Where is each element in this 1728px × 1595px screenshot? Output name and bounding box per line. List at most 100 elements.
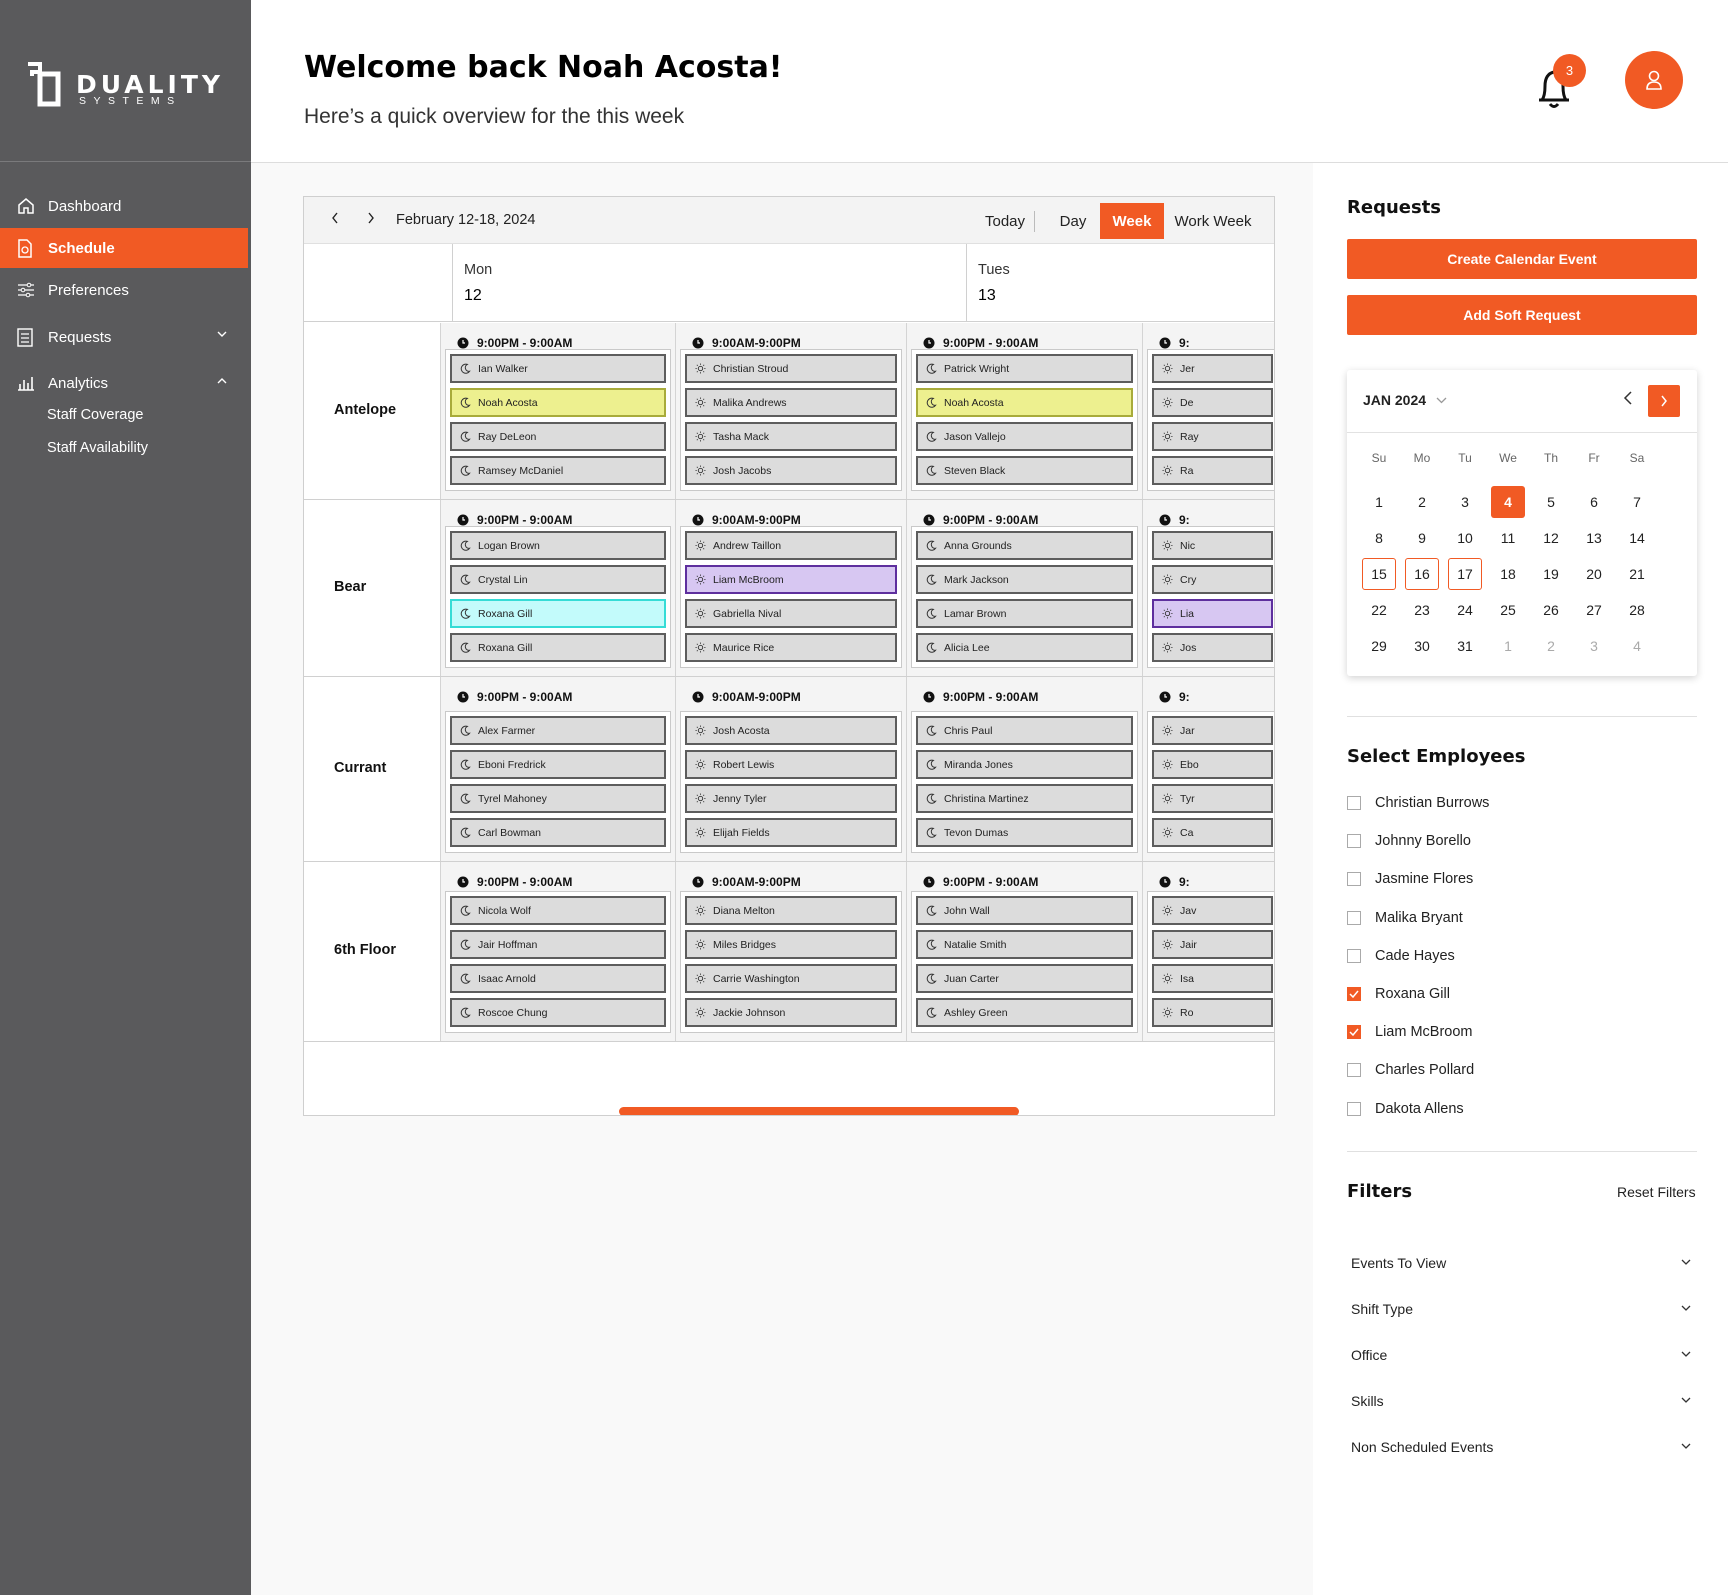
staff-assignment[interactable]: Ray DeLeon [450,422,666,451]
staff-assignment[interactable]: Liam McBroom [685,565,897,594]
calendar-day[interactable]: 11 [1500,530,1516,546]
staff-assignment[interactable]: Tasha Mack [685,422,897,451]
calendar-day[interactable]: 20 [1586,566,1602,582]
staff-assignment[interactable]: Jair Hoffman [450,930,666,959]
staff-assignment[interactable]: Ra [1152,456,1273,485]
calendar-day[interactable]: 24 [1457,602,1473,618]
calendar-day[interactable]: 30 [1414,638,1430,654]
calendar-day[interactable]: 13 [1586,530,1602,546]
calendar-day[interactable]: 2 [1547,638,1555,654]
staff-assignment[interactable]: Alex Farmer [450,716,666,745]
staff-assignment[interactable]: Eboni Fredrick [450,750,666,779]
staff-assignment[interactable]: Jav [1152,896,1273,925]
filter-dropdown[interactable]: Events To View [1351,1255,1691,1271]
staff-assignment[interactable]: Crystal Lin [450,565,666,594]
employee-checkbox-row[interactable]: Charles Pollard [1347,1062,1474,1078]
staff-assignment[interactable]: Chris Paul [916,716,1133,745]
employee-checkbox[interactable] [1347,910,1361,925]
logo[interactable]: DUALITY SYSTEMS [0,0,251,162]
horizontal-scrollbar[interactable] [619,1107,1019,1115]
staff-assignment[interactable]: Jair [1152,930,1273,959]
filter-dropdown[interactable]: Office [1351,1347,1691,1363]
calendar-day[interactable]: 19 [1543,566,1559,582]
calendar-day[interactable]: 3 [1461,494,1469,510]
nav-sub-staff-availability[interactable]: Staff Availability [47,440,149,456]
staff-assignment[interactable]: Jackie Johnson [685,998,897,1027]
staff-assignment[interactable]: Gabriella Nival [685,599,897,628]
employee-checkbox[interactable] [1347,834,1361,849]
filter-dropdown[interactable]: Non Scheduled Events [1351,1439,1691,1455]
calendar-day[interactable]: 1 [1504,638,1512,654]
staff-assignment[interactable]: Ramsey McDaniel [450,456,666,485]
staff-assignment[interactable]: Alicia Lee [916,633,1133,662]
calendar-day[interactable]: 31 [1457,638,1473,654]
chevron-down-icon[interactable] [217,331,227,338]
staff-assignment[interactable]: Josh Jacobs [685,456,897,485]
staff-assignment[interactable]: Josh Acosta [685,716,897,745]
calendar-day[interactable]: 4 [1491,486,1525,518]
calendar-day[interactable]: 4 [1633,638,1641,654]
chevron-right-icon[interactable] [367,212,375,224]
calendar-day[interactable]: 29 [1371,638,1387,654]
staff-assignment[interactable]: Andrew Taillon [685,531,897,560]
employee-checkbox-row[interactable]: Christian Burrows [1347,795,1489,811]
calendar-day[interactable]: 18 [1500,566,1516,582]
staff-assignment[interactable]: Lamar Brown [916,599,1133,628]
chevron-up-icon[interactable] [217,377,227,384]
employee-checkbox-row[interactable]: Jasmine Flores [1347,871,1473,887]
next-month-button[interactable] [1648,385,1680,417]
nav-item-dashboard[interactable]: Dashboard [0,186,251,226]
staff-assignment[interactable]: Isa [1152,964,1273,993]
nav-item-analytics[interactable]: Analytics [0,363,251,403]
staff-assignment[interactable]: Roscoe Chung [450,998,666,1027]
employee-checkbox[interactable] [1347,1063,1361,1078]
view-work-week-button[interactable]: Work Week [1174,212,1252,230]
employee-checkbox[interactable] [1347,948,1361,963]
staff-assignment[interactable]: Tevon Dumas [916,818,1133,847]
calendar-day[interactable]: 15 [1362,558,1396,590]
calendar-day[interactable]: 7 [1633,494,1641,510]
staff-assignment[interactable]: Logan Brown [450,531,666,560]
month-selector[interactable]: JAN 2024 [1363,392,1447,408]
filter-dropdown[interactable]: Shift Type [1351,1301,1691,1317]
staff-assignment[interactable]: Christina Martinez [916,784,1133,813]
staff-assignment[interactable]: Isaac Arnold [450,964,666,993]
staff-assignment[interactable]: Noah Acosta [916,388,1133,417]
view-week-button[interactable]: Week [1100,203,1164,239]
calendar-day[interactable]: 16 [1405,558,1439,590]
calendar-day[interactable]: 17 [1448,558,1482,590]
chevron-left-icon[interactable] [1623,390,1633,406]
staff-assignment[interactable]: Ashley Green [916,998,1133,1027]
staff-assignment[interactable]: Mark Jackson [916,565,1133,594]
staff-assignment[interactable]: Ray [1152,422,1273,451]
staff-assignment[interactable]: Jer [1152,354,1273,383]
nav-item-preferences[interactable]: Preferences [0,270,251,310]
staff-assignment[interactable]: Diana Melton [685,896,897,925]
staff-assignment[interactable]: Anna Grounds [916,531,1133,560]
calendar-day[interactable]: 10 [1457,530,1473,546]
view-today-button[interactable]: Today [984,212,1026,230]
staff-assignment[interactable]: Carrie Washington [685,964,897,993]
staff-assignment[interactable]: Robert Lewis [685,750,897,779]
calendar-day[interactable]: 14 [1629,530,1645,546]
staff-assignment[interactable]: Ro [1152,998,1273,1027]
employee-checkbox-row[interactable]: Johnny Borello [1347,833,1471,849]
staff-assignment[interactable]: Noah Acosta [450,388,666,417]
calendar-day[interactable]: 25 [1500,602,1516,618]
staff-assignment[interactable]: Lia [1152,599,1273,628]
nav-sub-staff-coverage[interactable]: Staff Coverage [47,407,144,423]
calendar-day[interactable]: 3 [1590,638,1598,654]
employee-checkbox-row[interactable]: Roxana Gill [1347,986,1450,1002]
calendar-day[interactable]: 22 [1371,602,1387,618]
employee-checkbox-row[interactable]: Liam McBroom [1347,1024,1473,1040]
staff-assignment[interactable]: Malika Andrews [685,388,897,417]
calendar-day[interactable]: 26 [1543,602,1559,618]
add-soft-request-button[interactable]: Add Soft Request [1347,295,1697,335]
staff-assignment[interactable]: De [1152,388,1273,417]
employee-checkbox[interactable] [1347,796,1361,810]
staff-assignment[interactable]: Juan Carter [916,964,1133,993]
staff-assignment[interactable]: Jos [1152,633,1273,662]
calendar-day[interactable]: 21 [1629,566,1645,582]
staff-assignment[interactable]: Tyrel Mahoney [450,784,666,813]
employee-checkbox-row[interactable]: Cade Hayes [1347,948,1455,964]
